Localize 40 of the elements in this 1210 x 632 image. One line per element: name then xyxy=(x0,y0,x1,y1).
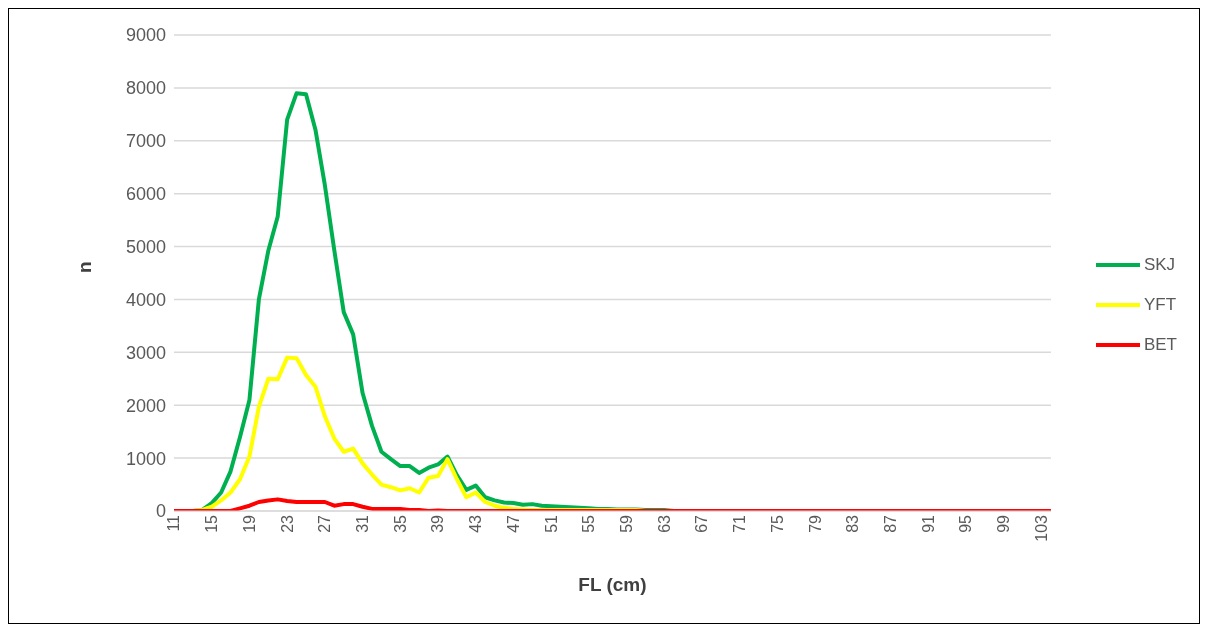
y-tick-label: 0 xyxy=(155,501,166,522)
x-axis-title: FL (cm) xyxy=(578,574,647,595)
x-tick-label: 87 xyxy=(882,514,899,533)
x-tick-label: 39 xyxy=(429,514,447,533)
x-tick-label: 51 xyxy=(542,514,560,533)
y-tick-label: 4000 xyxy=(125,289,166,310)
y-tick-label: 7000 xyxy=(125,131,166,152)
x-tick-label: 47 xyxy=(504,514,522,533)
legend-label: YFT xyxy=(1143,295,1177,315)
x-tick-label: 103 xyxy=(1032,514,1050,542)
x-tick-label: 23 xyxy=(278,514,296,533)
x-tick-label: 59 xyxy=(617,514,635,533)
x-tick-label: 63 xyxy=(655,514,673,533)
y-axis-title: n xyxy=(73,261,95,273)
x-tick-label: 83 xyxy=(844,514,862,533)
y-tick-label: 2000 xyxy=(125,395,166,416)
x-tick-label: 35 xyxy=(391,514,409,533)
x-tick-label: 79 xyxy=(806,514,824,533)
y-tick-label: 9000 xyxy=(125,25,166,46)
legend-label: SKJ xyxy=(1143,255,1176,275)
x-tick-label: 31 xyxy=(353,514,371,533)
x-tick-label: 19 xyxy=(240,514,258,533)
x-tick-label: 75 xyxy=(768,514,786,533)
y-tick-label: 8000 xyxy=(125,78,166,99)
y-tick-label: 6000 xyxy=(125,184,166,205)
x-tick-label: 95 xyxy=(957,514,975,533)
x-tick-label: 15 xyxy=(203,514,221,533)
x-tick-label: 91 xyxy=(919,514,937,533)
x-tick-label: 43 xyxy=(467,514,485,533)
legend-label: BET xyxy=(1143,335,1177,355)
y-tick-label: 3000 xyxy=(125,342,166,363)
line-series xyxy=(174,497,1051,511)
y-tick-label: 1000 xyxy=(125,448,166,469)
y-tick-label: 5000 xyxy=(125,236,166,257)
x-tick-label: 67 xyxy=(693,514,711,533)
x-tick-label: 99 xyxy=(995,514,1013,533)
x-tick-label: 55 xyxy=(580,514,598,533)
x-tick-label: 11 xyxy=(165,514,183,532)
x-tick-label: 27 xyxy=(316,514,334,533)
x-tick-label: 71 xyxy=(731,514,749,533)
